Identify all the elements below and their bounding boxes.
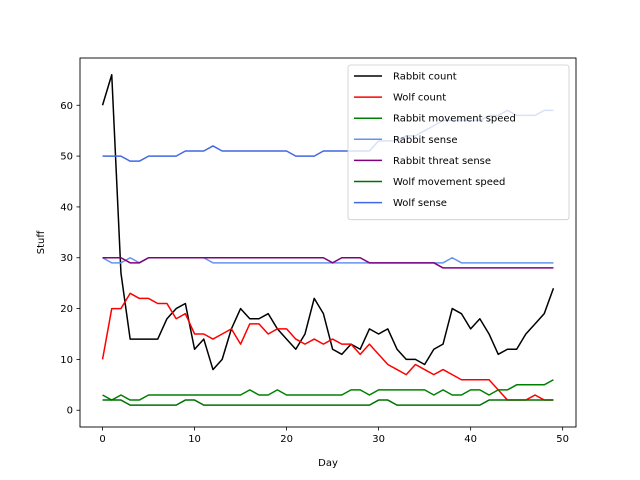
legend-label-4: Rabbit threat sense: [393, 156, 491, 167]
y-tick-label-4: 40: [60, 202, 73, 213]
x-tick-label-2: 20: [280, 434, 293, 445]
legend: Rabbit count Wolf count Rabbit movement sp…: [347, 64, 570, 221]
y-tick-label-2: 20: [60, 304, 73, 315]
legend-label-2: Rabbit movement speed: [393, 114, 516, 125]
y-axis-label: Stuff: [36, 230, 47, 255]
x-axis: 0 10 20 30 40 50: [99, 427, 569, 445]
legend-label-0: Rabbit count: [393, 72, 457, 83]
legend-label-5: Wolf movement speed: [393, 177, 505, 188]
plot-frame: [79, 57, 577, 428]
y-tick-label-3: 30: [60, 253, 73, 264]
series-line-1: [101, 292, 554, 401]
y-tick-label-1: 10: [60, 355, 73, 366]
series-line-5: [102, 399, 554, 406]
y-tick-label-0: 0: [67, 406, 73, 417]
legend-label-1: Wolf count: [393, 93, 446, 104]
legend-label-6: Wolf sense: [393, 198, 447, 209]
y-tick-label-5: 50: [60, 152, 73, 163]
x-axis-label: Day: [318, 458, 338, 469]
series-line-2: [102, 379, 554, 401]
y-axis: 0 10 20 30 40 50 60: [60, 101, 80, 417]
legend-box: [347, 64, 570, 221]
x-tick-label-4: 40: [464, 434, 477, 445]
series-line-4: [102, 257, 554, 269]
x-tick-label-1: 10: [188, 434, 201, 445]
x-tick-label-5: 50: [556, 434, 569, 445]
legend-label-3: Rabbit sense: [393, 135, 458, 146]
x-tick-label-0: 0: [99, 434, 105, 445]
y-tick-label-6: 60: [60, 101, 73, 112]
x-tick-label-3: 30: [372, 434, 385, 445]
series-line-0: [101, 74, 555, 371]
